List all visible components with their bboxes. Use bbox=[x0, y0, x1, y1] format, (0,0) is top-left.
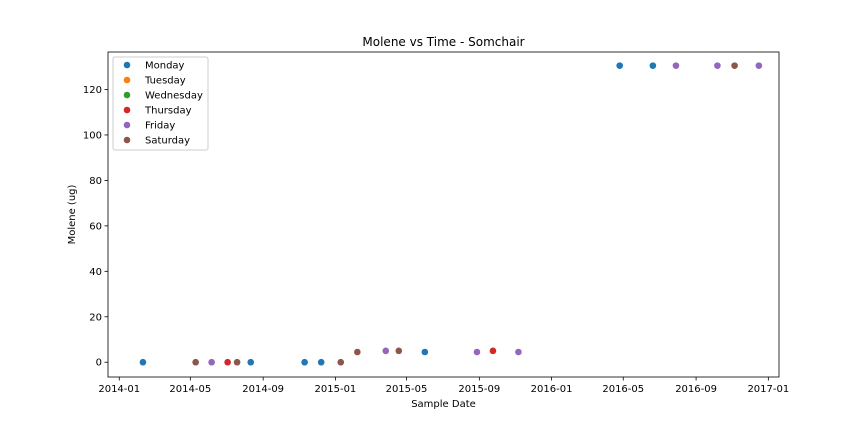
data-points bbox=[139, 62, 763, 366]
chart-title: Molene vs Time - Somchair bbox=[362, 35, 524, 49]
point-monday-0 bbox=[139, 358, 147, 366]
y-axis-ticks: 0 20 40 60 80 100 120 bbox=[83, 85, 108, 369]
legend-label-wednesday: Wednesday bbox=[145, 91, 203, 102]
point-saturday-0 bbox=[192, 358, 199, 366]
point-monday-5 bbox=[616, 62, 623, 69]
y-axis-label: Molene (ug) bbox=[67, 184, 78, 244]
point-saturday-1 bbox=[233, 358, 241, 366]
x-tick-label: 2014-01 bbox=[98, 384, 140, 395]
x-tick-label: 2016-05 bbox=[602, 384, 644, 395]
point-thursday-0 bbox=[224, 358, 231, 366]
plot-frame bbox=[107, 51, 780, 378]
legend-label-tuesday: Tuesday bbox=[144, 76, 186, 87]
plot-area bbox=[108, 52, 779, 377]
y-tick-label: 0 bbox=[96, 358, 102, 369]
y-tick-label: 120 bbox=[83, 85, 102, 96]
point-friday-4 bbox=[672, 62, 680, 69]
x-tick-label: 2015-05 bbox=[386, 384, 428, 395]
legend-label-friday: Friday bbox=[145, 121, 175, 132]
y-tick-label: 40 bbox=[89, 267, 102, 278]
legend-marker-saturday bbox=[123, 136, 131, 144]
point-friday-3 bbox=[515, 348, 522, 356]
x-tick-label: 2016-09 bbox=[675, 384, 717, 395]
point-friday-1 bbox=[382, 347, 390, 355]
point-saturday-5 bbox=[731, 62, 738, 69]
point-thursday-1 bbox=[489, 347, 497, 355]
point-saturday-4 bbox=[395, 347, 403, 355]
legend-label-thursday: Thursday bbox=[144, 106, 192, 117]
point-saturday-3 bbox=[354, 348, 361, 356]
point-monday-3 bbox=[317, 358, 325, 366]
x-tick-label: 2017-01 bbox=[747, 384, 789, 395]
x-tick-label: 2016-01 bbox=[531, 384, 573, 395]
x-axis-label: Sample Date bbox=[411, 399, 476, 410]
legend-box bbox=[112, 56, 209, 151]
legend-label-saturday: Saturday bbox=[145, 136, 190, 147]
x-tick-label: 2014-05 bbox=[169, 384, 211, 395]
point-monday-1 bbox=[247, 358, 255, 366]
point-friday-5 bbox=[714, 62, 721, 69]
point-friday-0 bbox=[208, 358, 215, 366]
legend-marker-monday bbox=[123, 61, 131, 69]
point-monday-6 bbox=[649, 62, 657, 69]
legend-label-monday: Monday bbox=[145, 61, 185, 72]
legend-marker-tuesday bbox=[123, 76, 131, 84]
x-tick-label: 2015-01 bbox=[315, 384, 357, 395]
y-tick-label: 60 bbox=[89, 221, 102, 232]
y-tick-label: 20 bbox=[89, 312, 102, 323]
y-tick-label: 80 bbox=[89, 176, 102, 187]
legend: Monday Tuesday Wednesday Thursday Friday Satu… bbox=[112, 56, 209, 151]
y-tick-label: 100 bbox=[83, 130, 102, 141]
point-saturday-2 bbox=[337, 358, 345, 366]
legend-marker-thursday bbox=[123, 106, 131, 114]
x-tick-label: 2015-09 bbox=[458, 384, 500, 395]
x-axis-ticks: 2014-01 2014-05 2014-09 2015-01 2015-05 2015-… bbox=[98, 377, 789, 395]
point-monday-2 bbox=[301, 358, 308, 366]
legend-marker-friday bbox=[123, 121, 131, 129]
x-tick-label: 2014-09 bbox=[242, 384, 284, 395]
point-friday-6 bbox=[755, 62, 763, 69]
point-monday-4 bbox=[421, 348, 429, 356]
legend-marker-wednesday bbox=[123, 91, 131, 99]
point-friday-2 bbox=[473, 348, 481, 356]
